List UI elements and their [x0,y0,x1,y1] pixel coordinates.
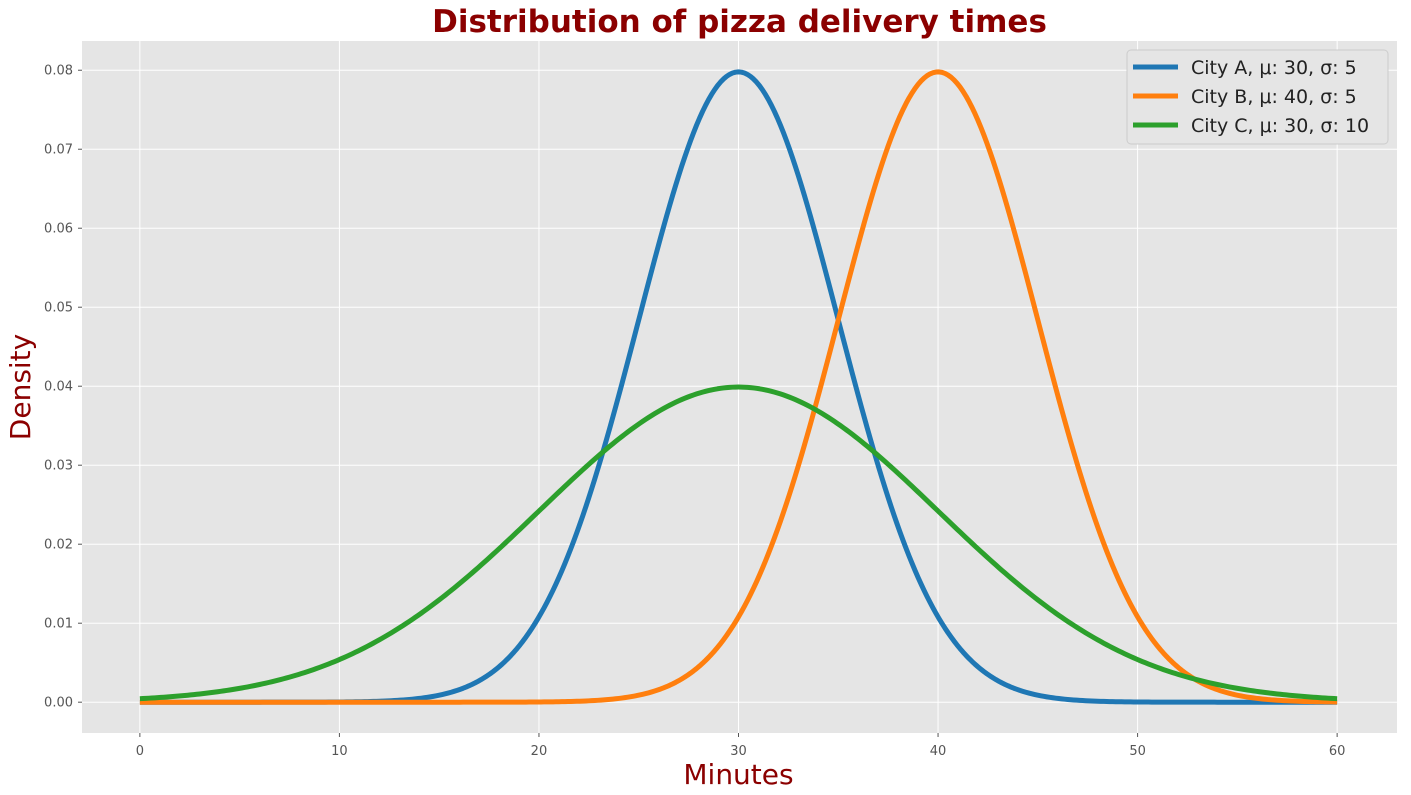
y-tick-label: 0.02 [44,538,73,553]
x-tick-label: 40 [930,744,947,759]
y-tick-label: 0.05 [44,301,73,316]
y-tick-label: 0.04 [44,380,73,395]
legend-label: City B, μ: 40, σ: 5 [1191,86,1357,108]
y-tick-label: 0.06 [44,222,73,237]
x-tick-label: 30 [730,744,747,759]
series-line-b [139,69,1338,705]
y-tick-label: 0.00 [44,696,73,711]
legend-box [1126,49,1389,145]
y-tick-label: 0.01 [44,617,73,632]
legend-label: City C, μ: 30, σ: 10 [1191,115,1369,137]
legend: City A, μ: 30, σ: 5 City B, μ: 40, σ: 5 Ci… [1126,49,1389,145]
axis-ticks: 0 10 20 30 40 50 60 0.00 0.01 0.02 0.03 0.04 0.05 0.0… [44,64,1345,759]
x-tick-label: 0 [136,744,144,759]
series-lines [139,69,1338,705]
y-tick-label: 0.03 [44,459,73,474]
x-tick-label: 50 [1129,744,1146,759]
chart-title: Distribution of pizza delivery times [432,4,1047,40]
y-tick-label: 0.08 [44,64,73,79]
legend-label: City A, μ: 30, σ: 5 [1191,57,1357,79]
x-axis-title: Minutes [683,758,793,791]
series-line-c [139,384,1338,702]
x-tick-label: 20 [531,744,548,759]
y-tick-label: 0.07 [44,143,73,158]
x-tick-label: 10 [331,744,348,759]
x-tick-label: 60 [1329,744,1346,759]
y-axis-title: Density [4,334,37,440]
